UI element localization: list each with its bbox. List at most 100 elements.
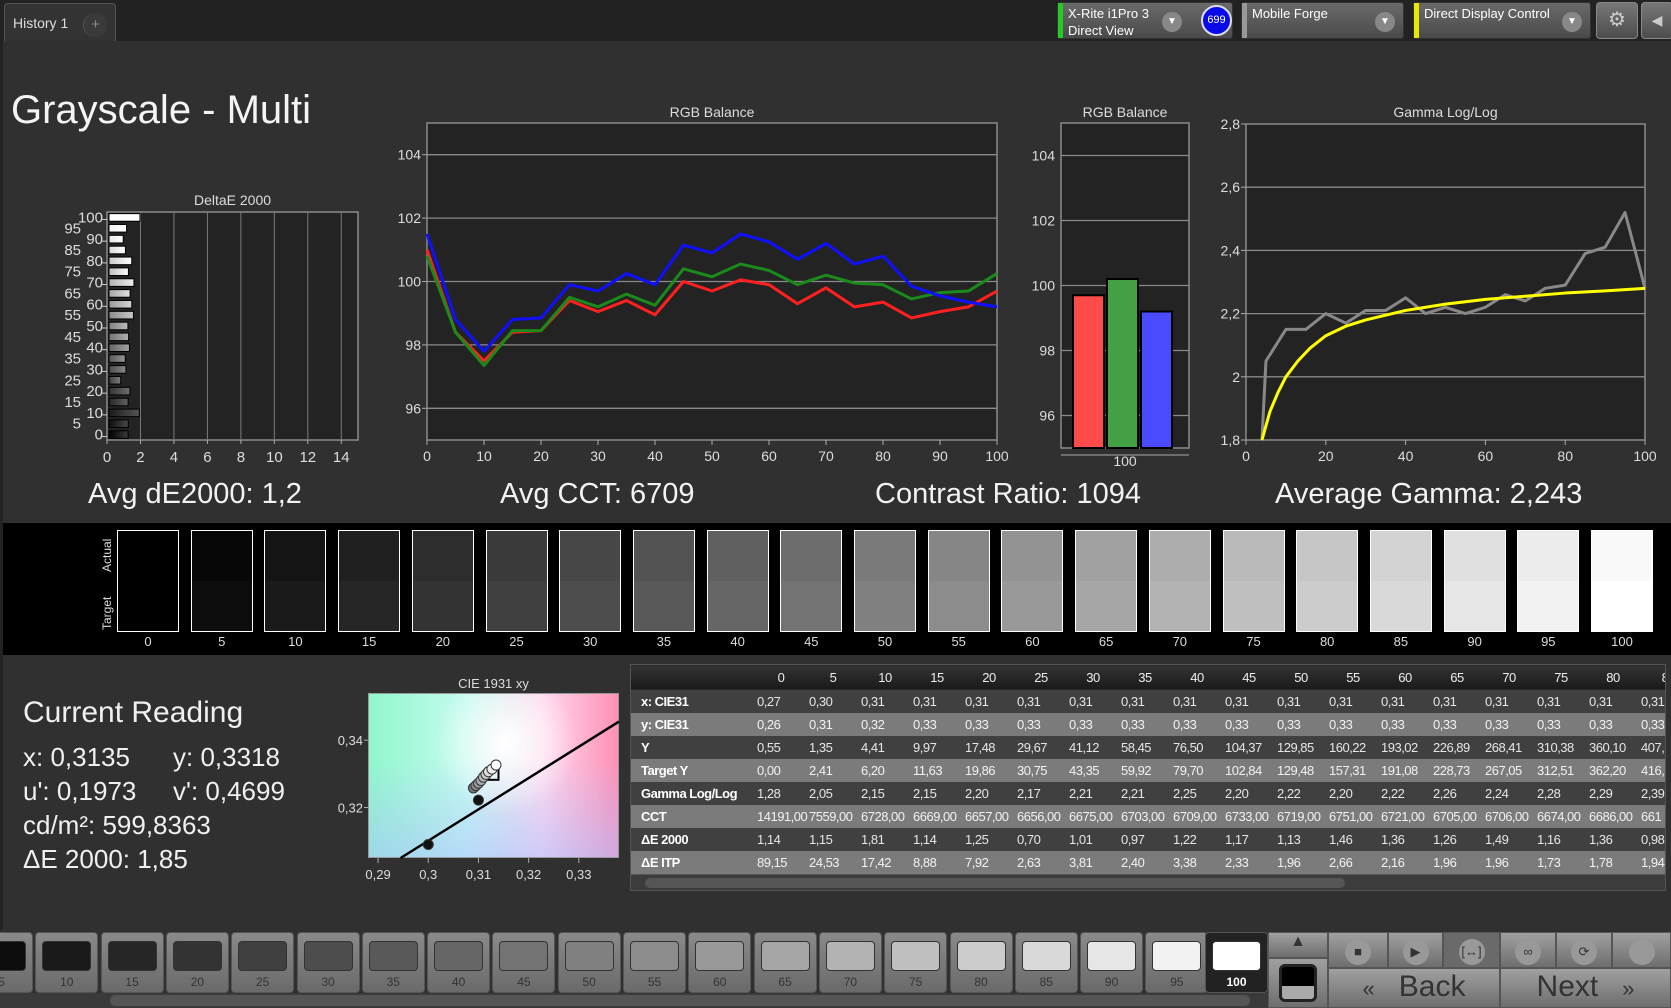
swatch-label: 45 [804, 634, 819, 649]
patch-button-40[interactable]: 40 [427, 932, 491, 993]
patch-button-75[interactable]: 75 [884, 932, 948, 993]
scrollbar-thumb[interactable] [110, 995, 1250, 1006]
patch-button-55[interactable]: 55 [623, 932, 686, 993]
table-cell: 0,33 [1017, 717, 1041, 732]
x-tick-label: 0 [423, 448, 431, 464]
table-scrollbar[interactable] [631, 874, 1665, 890]
table-cell: 416, [1641, 763, 1665, 778]
patch-button-85[interactable]: 85 [1014, 932, 1078, 993]
infinity-icon: ∞ [1515, 939, 1541, 965]
table-row: ΔE 2000 1,14 1,15 1,81 1,14 1,25 0,70 1,01 0,97 1… [631, 828, 1665, 851]
table-cell: 0,33 [1433, 717, 1457, 732]
table-row: x: CIE31 0,27 0,30 0,31 0,31 0,31 0,31 0,31 0,31… [631, 690, 1665, 713]
table-cell: 0,33 [1329, 717, 1353, 732]
page-title: Grayscale - Multi [11, 88, 312, 132]
table-cell: 0,31 [1589, 694, 1613, 709]
x-tick-label: 40 [1398, 448, 1414, 464]
patch-label: 10 [60, 975, 74, 989]
black-square-icon [1279, 964, 1317, 1002]
patch-scrollbar[interactable] [0, 993, 1268, 1008]
swatch-label: 60 [1025, 634, 1040, 649]
table-cell: 6719,00 [1277, 809, 1321, 824]
table-cell: 2,22 [1381, 786, 1405, 801]
table-cell: 2,33 [1225, 855, 1249, 870]
source-status-bar [1242, 3, 1247, 38]
patch-button-10[interactable]: 10 [35, 932, 99, 993]
patch-button-80[interactable]: 80 [949, 932, 1013, 993]
table-cell: 6675,00 [1069, 809, 1113, 824]
patch-label: 40 [451, 975, 466, 989]
series-line-1 [425, 255, 998, 368]
patch-label: 20 [190, 975, 205, 989]
back-button[interactable]: « Back [1328, 968, 1500, 1008]
scroll-up-button[interactable]: ▲ [1268, 932, 1328, 958]
table-cell: 0,33 [1589, 717, 1613, 732]
stop-button[interactable]: ■ [1328, 932, 1388, 968]
collapse-button[interactable]: ◀ [1641, 2, 1671, 39]
patch-color [499, 941, 549, 971]
swatch-label: 80 [1319, 634, 1335, 649]
swatch-actual [1149, 531, 1210, 581]
reading-v: v': 0,4699 [173, 776, 285, 806]
y-tick-label: 2,6 [1221, 179, 1241, 195]
patch-button-5[interactable]: 5 [0, 932, 33, 993]
patch-color [172, 941, 222, 971]
meter-badge[interactable]: 699 [1201, 5, 1232, 36]
infinity-button[interactable]: ∞ [1500, 932, 1556, 968]
patch-button-70[interactable]: 70 [818, 932, 882, 993]
patch-button-60[interactable]: 60 [688, 932, 752, 993]
y-tick-label: 98 [405, 337, 421, 353]
x-tick-label: 30 [590, 448, 606, 464]
table-cell: 6751,00 [1329, 809, 1373, 824]
table-cell: 11,63 [913, 763, 943, 778]
display-dropdown[interactable]: Direct Display Control ▼ [1413, 2, 1591, 39]
next-button[interactable]: Next » [1500, 968, 1671, 1008]
table-cell: 30,75 [1017, 763, 1048, 778]
swatch-actual [1076, 531, 1137, 581]
patch-button-50[interactable]: 50 [557, 932, 621, 993]
patch-button-45[interactable]: 45 [492, 932, 556, 993]
table-cell: 129,48 [1277, 763, 1314, 778]
play-button[interactable]: ▶ [1388, 932, 1443, 968]
deltae-chart-title: DeltaE 2000 [193, 192, 272, 208]
planckian-locus [399, 720, 620, 860]
bracket-button[interactable]: [↔] [1443, 932, 1500, 968]
patch-label: 70 [843, 975, 858, 989]
patch-stop-button[interactable] [1268, 958, 1328, 1008]
table-cell: 360,10 [1589, 740, 1626, 755]
bracket-icon: [↔] [1458, 939, 1485, 965]
table-cell: 102,84 [1225, 763, 1262, 778]
table-cell: 1,36 [1589, 832, 1613, 847]
refresh-button[interactable]: ⟳ [1556, 932, 1612, 968]
patch-button-25[interactable]: 25 [231, 932, 295, 993]
swatch-target [781, 581, 842, 631]
patch-button-30[interactable]: 30 [296, 932, 360, 993]
swatch-target [928, 581, 989, 631]
swatch-label: 25 [509, 634, 524, 649]
swatch-40 [706, 530, 769, 632]
table-cell: 6657,00 [965, 809, 1009, 824]
patch-button-15[interactable]: 15 [100, 932, 164, 993]
tab-history-1[interactable]: History 1 + [4, 3, 116, 41]
patch-button-35[interactable]: 35 [361, 932, 425, 993]
table-cell: 0,33 [1069, 717, 1093, 732]
table-cell: 0,31 [1121, 694, 1145, 709]
swatch-target [191, 581, 252, 631]
source-dropdown[interactable]: Mobile Forge ▼ [1241, 2, 1404, 39]
swatch-target [1297, 581, 1358, 631]
add-tab-button[interactable]: + [83, 13, 107, 37]
patch-button-100[interactable]: 100 [1205, 932, 1268, 993]
scrollbar-thumb[interactable] [645, 878, 1345, 888]
contrast-ratio-stat: Contrast Ratio: 1094 [875, 478, 1141, 510]
patch-label: 85 [1039, 975, 1053, 989]
patch-button-95[interactable]: 95 [1145, 932, 1209, 993]
table-cell: 58,45 [1121, 740, 1152, 755]
patch-button-65[interactable]: 65 [753, 932, 817, 993]
patch-button-90[interactable]: 90 [1080, 932, 1144, 993]
patch-button-20[interactable]: 20 [165, 932, 229, 993]
table-cell: 2,21 [1069, 786, 1093, 801]
record-button[interactable] [1612, 932, 1671, 968]
settings-button[interactable]: ⚙ [1596, 2, 1638, 39]
y-tick-label: 85 [64, 242, 81, 259]
swatch-actual [118, 531, 178, 581]
